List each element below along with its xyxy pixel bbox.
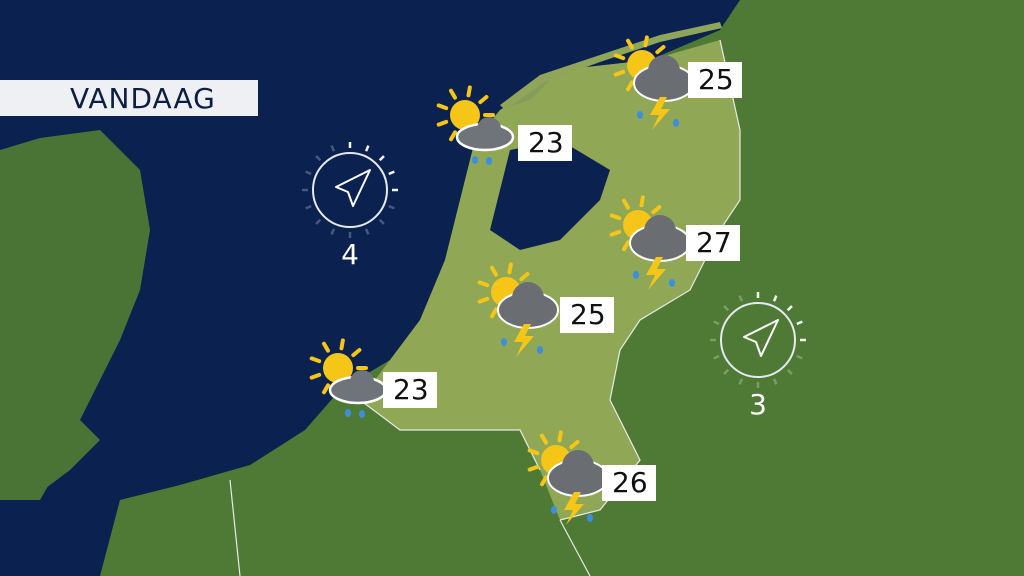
wind-force-east: 3 xyxy=(749,388,767,421)
wadden-islands xyxy=(500,22,722,110)
sun-cloud-rain-icon xyxy=(435,85,525,180)
raindrop-icon xyxy=(669,279,675,287)
page-title: VANDAAG xyxy=(70,82,216,115)
sun-cloud-thunder-rain-icon xyxy=(476,262,566,357)
temperature-label: 23 xyxy=(383,372,437,408)
cloud-icon xyxy=(629,215,691,262)
title-banner: VANDAAG xyxy=(0,80,258,116)
raindrop-icon xyxy=(359,410,365,418)
temperature-label: 25 xyxy=(688,62,742,98)
netherlands xyxy=(360,40,740,520)
raindrop-icon xyxy=(587,514,593,522)
sun-cloud-thunder-rain-icon xyxy=(526,430,616,525)
lightning-icon xyxy=(564,492,584,525)
cloud-icon xyxy=(497,282,559,329)
lightning-icon xyxy=(646,257,666,290)
raindrop-icon xyxy=(472,156,478,164)
raindrop-icon xyxy=(673,119,679,127)
raindrop-icon xyxy=(537,346,543,354)
raindrop-icon xyxy=(486,157,492,165)
sun-cloud-thunder-rain-icon xyxy=(612,35,702,130)
compass-ring xyxy=(720,302,796,378)
wind-force-west: 4 xyxy=(341,238,359,271)
great-britain-coast-east xyxy=(0,390,80,500)
temperature-label: 26 xyxy=(602,465,656,501)
cloud-icon xyxy=(633,55,695,102)
lightning-icon xyxy=(650,97,670,130)
sun-cloud-thunder-rain-icon xyxy=(608,195,698,290)
ijsselmeer xyxy=(490,140,610,250)
cloud-icon xyxy=(455,117,515,152)
temperature-label: 23 xyxy=(518,125,572,161)
temperature-label: 25 xyxy=(560,297,614,333)
wind-direction-arrow-icon xyxy=(743,319,779,357)
raindrop-icon xyxy=(637,111,643,119)
borders xyxy=(229,39,741,576)
temperature-label: 27 xyxy=(686,225,740,261)
lightning-icon xyxy=(514,324,534,357)
raindrop-icon xyxy=(501,338,507,346)
wind-direction-arrow-icon xyxy=(335,169,371,207)
compass-ring xyxy=(312,152,388,228)
sun-icon xyxy=(309,338,368,398)
raindrop-icon xyxy=(551,506,557,514)
wind-compass-east xyxy=(708,290,808,390)
wind-compass-west xyxy=(300,140,400,240)
raindrop-icon xyxy=(345,409,351,417)
raindrop-icon xyxy=(633,271,639,279)
